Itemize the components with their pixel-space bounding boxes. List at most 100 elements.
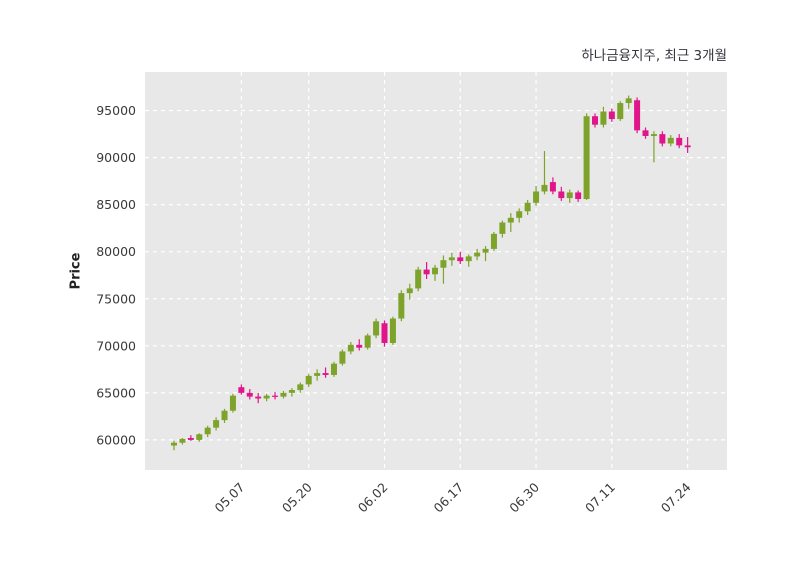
candle [566,189,573,203]
candle-body [490,233,497,249]
candle [406,283,413,300]
candle [676,134,683,149]
y-tick-label: 85000 [96,197,136,212]
candle [204,425,211,438]
candle [171,440,177,451]
candle [305,374,312,388]
candle [187,435,194,441]
candle [389,316,396,345]
candle-body [263,395,270,399]
candle [617,101,624,121]
candle [347,342,354,355]
candle [499,220,506,238]
candle [600,106,607,128]
candle-body [600,111,607,125]
candle [482,246,489,262]
candle-body [229,395,236,411]
candle-body [347,344,354,352]
candle-body [667,137,674,144]
candle-body [676,137,683,146]
candle [507,213,514,232]
candle-body [415,269,422,289]
candle-body [398,293,405,319]
candle [381,320,388,347]
candle [280,390,287,399]
candle [625,95,632,109]
candle-body [625,98,632,104]
candle-body [272,395,279,397]
candle-body [246,392,253,397]
y-tick-label: 70000 [96,338,136,353]
x-tick-label: 06.30 [506,479,542,515]
candle-body [465,256,472,262]
x-tick-label: 07.24 [658,479,694,515]
candle-body [524,202,531,212]
candle-body [364,335,371,348]
candle [272,391,279,400]
candle-body [642,130,649,136]
x-tick-label: 05.07 [212,480,248,516]
candle-body [280,392,287,397]
candle-body [549,182,556,192]
candle [238,384,245,395]
y-tick-label: 65000 [96,385,136,400]
candle-body [558,191,565,199]
candle-body [634,100,641,131]
candle-body [204,427,211,435]
candle-body [339,351,346,364]
candle [440,255,447,284]
candle-body [179,438,186,443]
candle [213,417,220,431]
candle [533,185,540,206]
candle-body [297,384,304,391]
y-tick-label: 80000 [96,244,136,259]
y-axis-label: Price [68,252,84,290]
candle-body [457,257,464,262]
candle [541,151,548,195]
candle [583,113,590,200]
candle-body [592,116,598,125]
y-tick-label: 90000 [96,150,136,165]
candle-body [314,373,321,376]
candle-body [583,116,590,200]
candle-body [330,363,337,375]
candle [322,367,329,378]
candle-body [608,111,615,120]
candle-body [322,373,329,375]
candle [490,231,497,251]
candle-body [238,387,245,393]
candle [558,186,565,201]
candle [448,252,455,266]
candle [221,408,228,423]
candle-body [305,375,312,385]
candle [373,318,380,339]
candle-body [406,288,413,294]
candle-body [507,217,514,223]
candle-body [356,344,363,348]
candle-body [684,145,691,148]
candle-body [617,103,624,120]
candle [356,339,363,351]
candle-body [650,134,657,136]
candle [330,361,337,377]
candle [255,392,262,404]
x-tick-label: 07.11 [582,480,618,516]
candle-body [221,410,228,421]
candle [457,251,464,264]
y-tick-label: 75000 [96,291,136,306]
y-tick-label: 95000 [96,103,136,118]
chart-title: 하나금융지주, 최근 3개월 [581,48,727,64]
candle [415,266,422,292]
candle [575,190,582,202]
x-tick-label: 06.17 [430,480,466,516]
candle [288,388,295,397]
y-tick-label: 60000 [96,432,136,447]
candle [263,393,270,402]
candle-body [423,269,430,275]
candle [592,113,598,128]
candle [364,333,371,350]
candle-body [432,267,439,275]
candle [634,97,641,134]
x-tick-label: 06.02 [355,480,391,516]
